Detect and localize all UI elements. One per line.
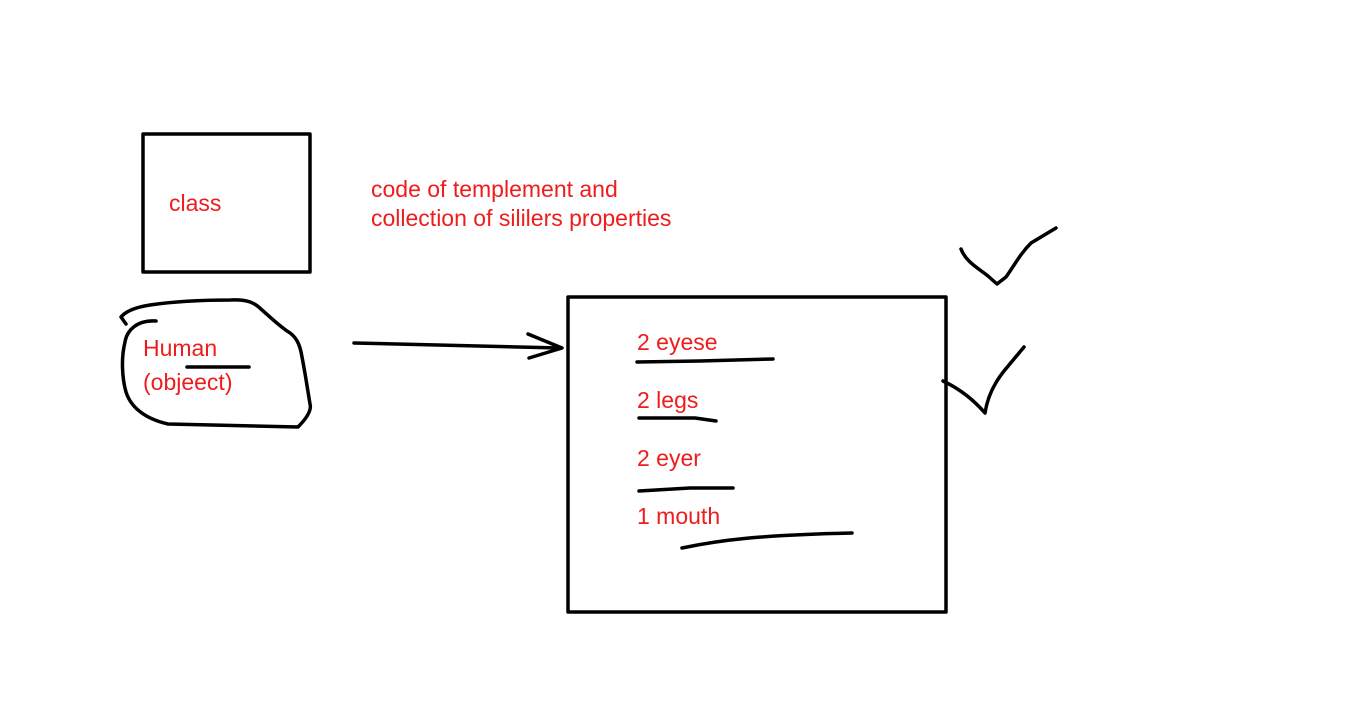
class-label: class (169, 190, 222, 216)
property-item: 2 eyer (637, 445, 701, 471)
checkmark-side-icon (941, 345, 1026, 415)
arrow-head (526, 332, 564, 360)
property-item: 1 mouth (637, 503, 721, 529)
item-underline-4 (680, 531, 854, 550)
object-type-label: (objeect) (143, 369, 233, 395)
checkmark-top-icon (959, 226, 1058, 286)
property-item: 2 legs (637, 387, 699, 413)
description-line-1: code of templement and (371, 176, 618, 202)
properties-box-outline (566, 295, 948, 614)
arrow-shaft (352, 341, 562, 350)
object-name-label: Human (143, 335, 218, 361)
property-item: 2 eyese (637, 329, 718, 355)
description-line-2: collection of sililers properties (371, 205, 672, 231)
item-underline-3 (637, 486, 735, 493)
item-underline-1 (635, 357, 775, 364)
item-underline-2 (637, 416, 718, 423)
object-blob-outline (119, 298, 313, 429)
class-box-outline (141, 132, 312, 274)
